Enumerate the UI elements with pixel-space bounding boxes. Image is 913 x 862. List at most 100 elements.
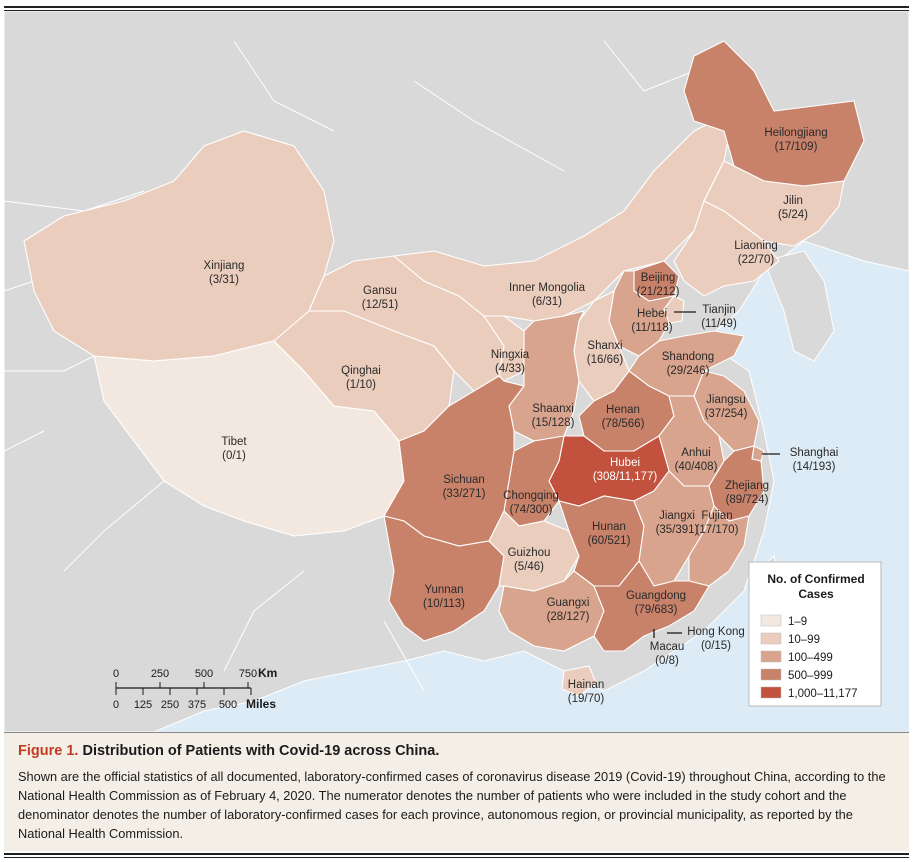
caption-title: Figure 1. Distribution of Patients with … — [18, 743, 439, 759]
label-sichuan: Sichuan — [443, 474, 485, 486]
korea — [763, 250, 835, 362]
value-tianjin: (11/49) — [701, 318, 737, 330]
label-jiangxi: Jiangxi — [659, 510, 695, 522]
scale-km-250: 250 — [151, 668, 169, 680]
legend-swatch — [760, 632, 782, 645]
region-liaoning — [673, 200, 780, 297]
value-shaanxi: (15/128) — [532, 417, 575, 429]
value-tibet: (0/1) — [222, 450, 246, 462]
value-guangxi: (28/127) — [547, 611, 590, 623]
label-jilin: Jilin — [783, 195, 803, 207]
region-xinjiang — [23, 130, 335, 362]
label-tibet: Tibet — [221, 436, 247, 448]
figure-label: Figure 1. — [18, 743, 79, 759]
top-rule — [4, 6, 909, 8]
legend-swatch — [760, 650, 782, 663]
label-yunnan: Yunnan — [424, 584, 463, 596]
scale-mi-unit: Miles — [246, 697, 276, 711]
value-fujian: (17/170) — [696, 524, 739, 536]
value-guangdong: (79/683) — [635, 604, 678, 616]
value-qinghai: (1/10) — [346, 379, 376, 391]
label-guangxi: Guangxi — [547, 597, 590, 609]
legend: No. of Confirmed Cases 1–9 10–99 100–499 50… — [748, 561, 882, 707]
region-ningxia — [482, 315, 525, 382]
label-tianjin: Tianjin — [702, 304, 735, 316]
label-beijing: Beijing — [641, 272, 676, 284]
value-liaoning: (22/70) — [738, 254, 775, 266]
bottom-rule — [4, 853, 909, 855]
value-shanghai: (14/193) — [793, 461, 836, 473]
region-hainan — [561, 665, 597, 697]
legend-label: 1,000–11,177 — [788, 688, 858, 700]
legend-label: 10–99 — [788, 634, 820, 646]
legend-title-line1: No. of Confirmed — [767, 572, 864, 586]
legend-label: 100–499 — [788, 652, 833, 664]
scale-mi-125: 125 — [134, 699, 152, 711]
value-macau: (0/8) — [655, 655, 679, 667]
label-liaoning: Liaoning — [734, 240, 777, 252]
label-hunan: Hunan — [592, 521, 626, 533]
value-jiangxi: (35/391) — [656, 524, 699, 536]
value-hunan: (60/521) — [588, 535, 631, 547]
scale-km-unit: Km — [258, 666, 277, 680]
scale-bar: 0 250 500 750 Km 0 125 250 375 500 Miles — [113, 666, 277, 711]
value-hong-kong: (0/15) — [701, 640, 731, 652]
scale-km-750: 750 — [239, 668, 257, 680]
label-shanghai: Shanghai — [790, 447, 839, 459]
scale-mi-250: 250 — [161, 699, 179, 711]
scale-km-500: 500 — [195, 668, 213, 680]
value-jiangsu: (37/254) — [705, 408, 748, 420]
label-inner-mongolia: Inner Mongolia — [509, 282, 586, 294]
value-shandong: (29/246) — [667, 365, 710, 377]
label-hebei: Hebei — [637, 308, 667, 320]
label-guizhou: Guizhou — [508, 547, 551, 559]
label-shanxi: Shanxi — [587, 340, 622, 352]
region-guangdong — [593, 560, 710, 652]
china-map: Xinjiang (3/31) Tibet (0/1) Qinghai (1/10) Gan… — [4, 11, 909, 732]
legend-label: 1–9 — [788, 616, 807, 628]
legend-title-line2: Cases — [798, 587, 834, 601]
value-henan: (78/566) — [602, 418, 645, 430]
value-sichuan: (33/271) — [443, 488, 486, 500]
figure-caption: Figure 1. Distribution of Patients with … — [4, 732, 909, 851]
label-xinjiang: Xinjiang — [204, 260, 245, 272]
value-chongqing: (74/300) — [510, 504, 553, 516]
scale-mi-500: 500 — [219, 699, 237, 711]
label-jiangsu: Jiangsu — [706, 394, 746, 406]
value-hainan: (19/70) — [568, 693, 605, 705]
region-fujian — [688, 505, 750, 587]
value-anhui: (40/408) — [675, 461, 718, 473]
label-guangdong: Guangdong — [626, 590, 686, 602]
value-shanxi: (16/66) — [587, 354, 624, 366]
label-gansu: Gansu — [363, 285, 397, 297]
label-ningxia: Ningxia — [491, 349, 530, 361]
label-qinghai: Qinghai — [341, 365, 381, 377]
value-hubei: (308/11,177) — [593, 471, 658, 483]
legend-items: 1–9 10–99 100–499 500–999 1,000–11,177 — [760, 614, 858, 700]
scale-mi-375: 375 — [188, 699, 206, 711]
scale-mi-0: 0 — [113, 699, 119, 711]
region-yunnan — [383, 515, 505, 642]
label-anhui: Anhui — [681, 447, 710, 459]
label-hainan: Hainan — [568, 679, 604, 691]
label-hong-kong: Hong Kong — [687, 626, 745, 638]
label-macau: Macau — [650, 641, 685, 653]
legend-swatch — [760, 668, 782, 681]
value-heilongjiang: (17/109) — [775, 141, 818, 153]
caption-title-text: Distribution of Patients with Covid-19 a… — [82, 743, 440, 759]
province-labels: Xinjiang (3/31) Tibet (0/1) Qinghai (1/10) Gan… — [204, 127, 839, 705]
leader-lines — [653, 311, 780, 638]
value-yunnan: (10/113) — [423, 598, 465, 610]
legend-swatch — [760, 614, 782, 627]
label-fujian: Fujian — [701, 510, 732, 522]
label-zhejiang: Zhejiang — [725, 480, 769, 492]
value-zhejiang: (89/724) — [726, 494, 769, 506]
value-beijing: (21/212) — [637, 286, 680, 298]
scale-km-0: 0 — [113, 668, 119, 680]
label-chongqing: Chongqing — [503, 490, 559, 502]
legend-swatch — [760, 686, 782, 699]
bottom-rule-thin — [4, 857, 909, 858]
region-guizhou — [488, 510, 580, 592]
label-heilongjiang: Heilongjiang — [764, 127, 827, 139]
value-jilin: (5/24) — [778, 209, 808, 221]
